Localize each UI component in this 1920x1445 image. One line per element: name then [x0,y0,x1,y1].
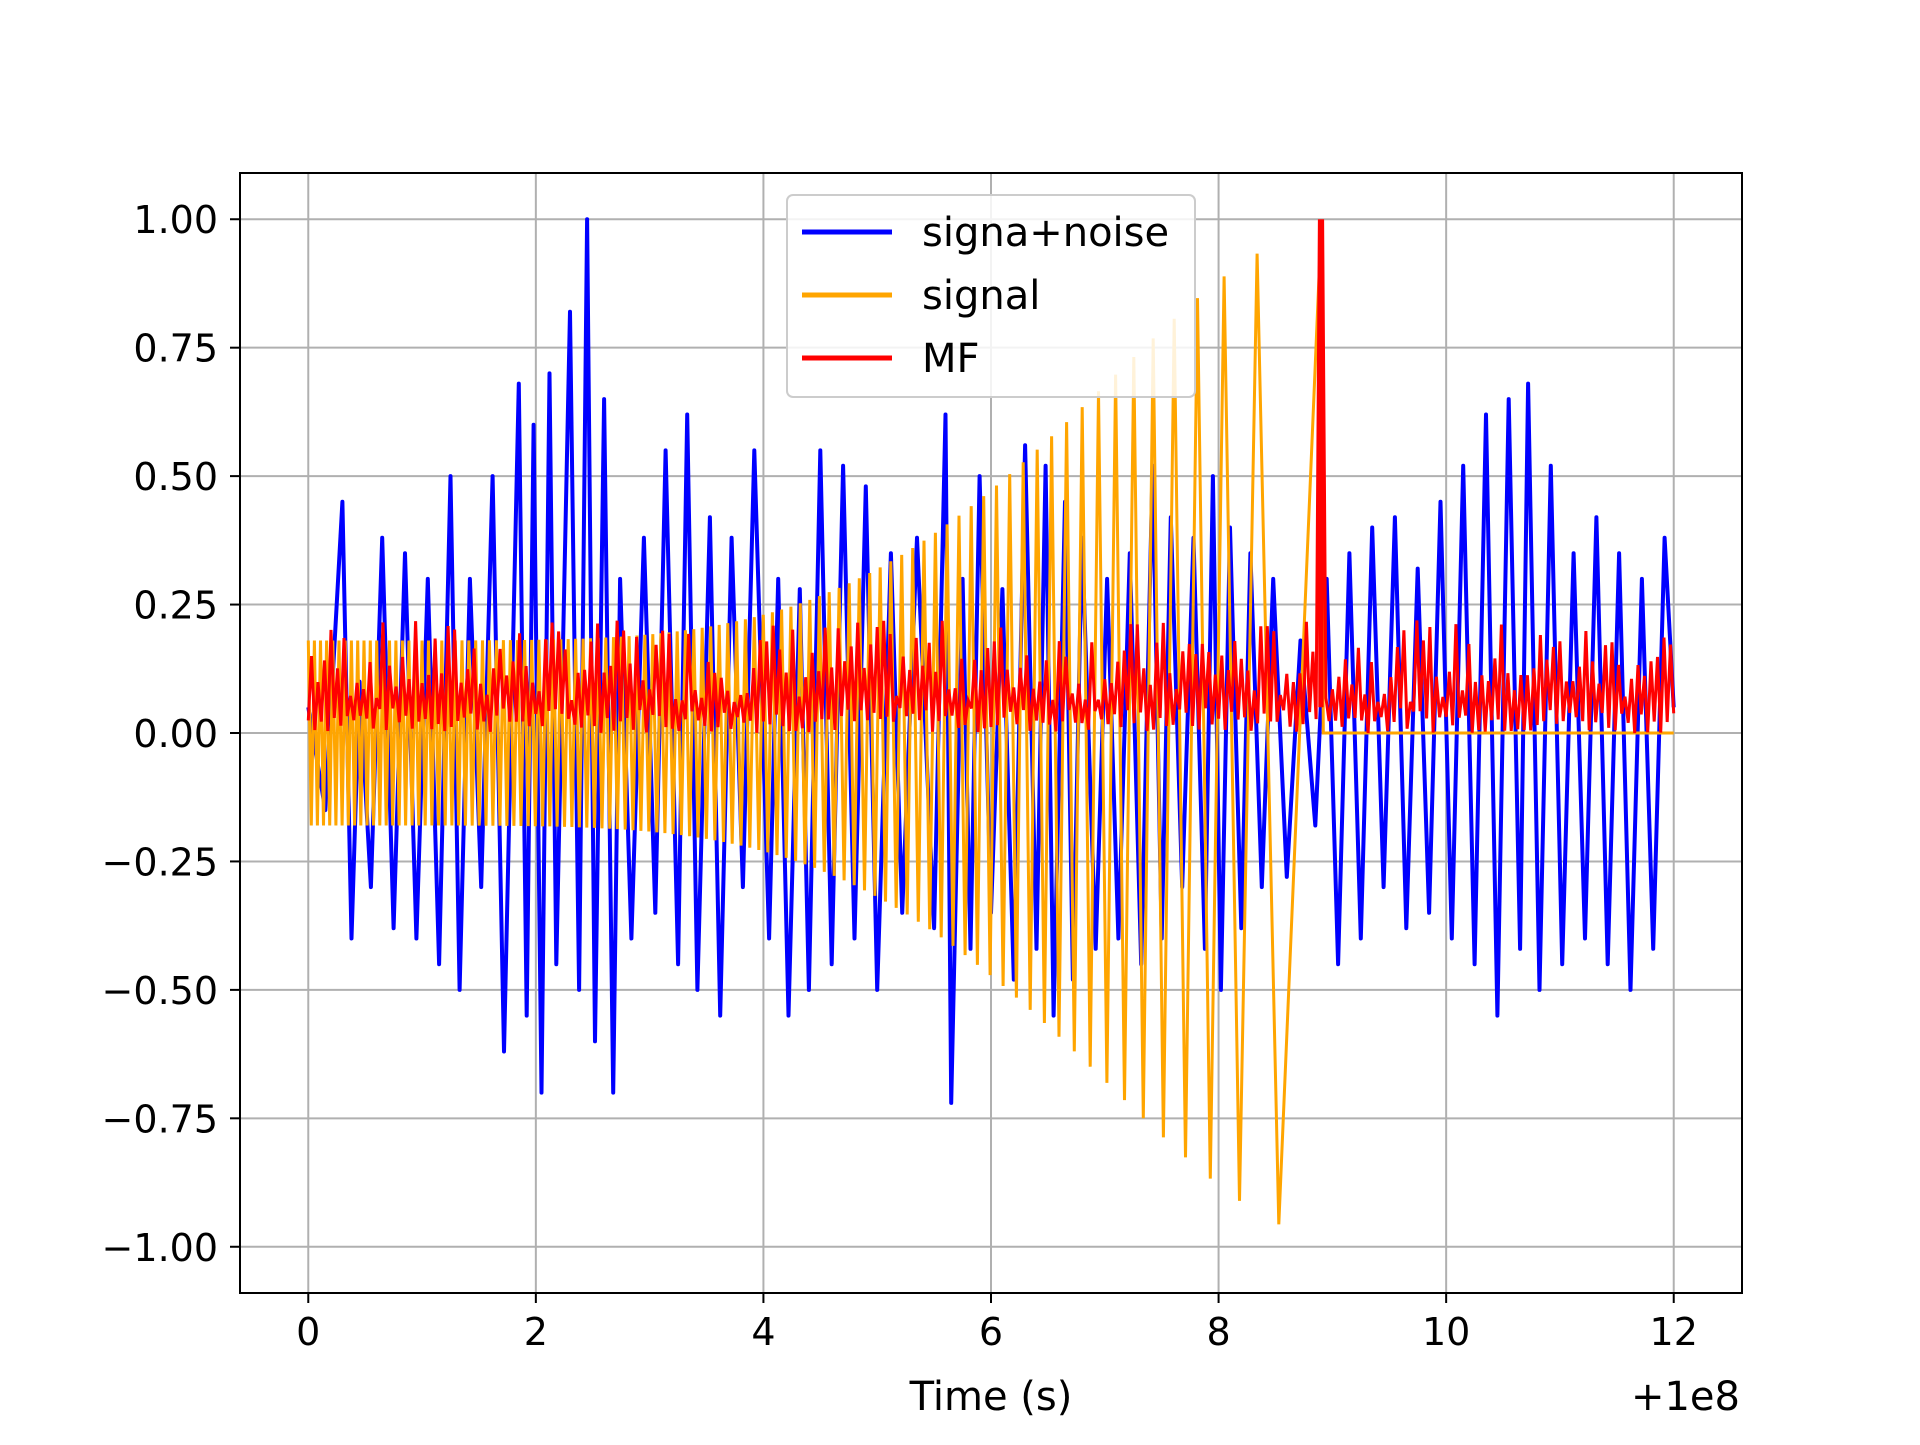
x-tick-label: 12 [1650,1310,1698,1354]
grid [240,173,1742,1293]
y-tick-label: −1.00 [102,1226,218,1270]
y-tick-label: 0.25 [133,584,218,628]
series-layer [306,217,1676,1225]
x-axis-label: Time (s) [909,1374,1073,1420]
legend-label: signa+noise [922,210,1169,256]
y-tick-label: −0.75 [102,1097,218,1141]
legend-label: signal [922,273,1040,319]
y-tick-label: 1.00 [133,198,218,242]
x-offset-text: +1e8 [1631,1374,1740,1420]
x-tick-label: 10 [1422,1310,1470,1354]
x-tick-label: 6 [979,1310,1003,1354]
legend-label: MF [922,336,980,382]
axes-ticks: 0 2 4 6 8 10 12 1.00 0.75 0.50 0.25 0.00 −0.25 −0.50 −… [102,198,1698,1354]
x-tick-label: 8 [1206,1310,1230,1354]
series-mf-line [306,219,1676,734]
x-tick-label: 2 [524,1310,548,1354]
y-tick-label: 0.75 [133,327,218,371]
legend-box [786,194,1196,398]
x-tick-label: 0 [296,1310,320,1354]
y-tick-label: 0.50 [133,455,218,499]
y-tick-label: −0.25 [102,840,218,884]
y-tick-label: −0.50 [102,969,218,1013]
legend: signa+noise signal MF [786,194,1196,398]
x-tick-label: 4 [751,1310,775,1354]
y-tick-label: 0.00 [133,712,218,756]
